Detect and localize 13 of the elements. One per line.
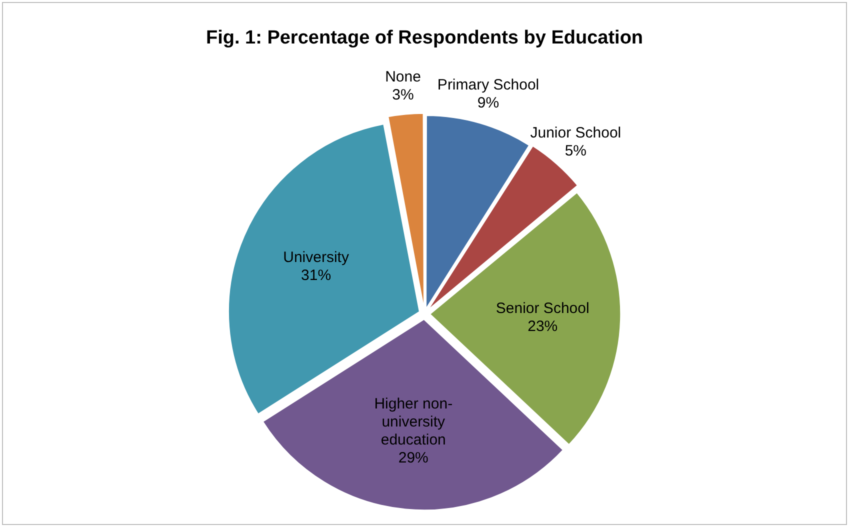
chart-title: Fig. 1: Percentage of Respondents by Education <box>206 28 644 49</box>
slice-label: None <box>385 68 421 86</box>
data-label: 31% <box>301 267 332 284</box>
data-label: 29% <box>398 450 428 467</box>
slice-label: Higher non-university education <box>374 396 453 449</box>
slice-label: Junior School <box>530 124 622 142</box>
data-label: 9% <box>477 94 500 112</box>
data-label: 5% <box>564 142 587 160</box>
slice-label: University <box>283 249 350 266</box>
data-label: 3% <box>392 86 414 104</box>
data-label: 23% <box>528 318 558 335</box>
slice-label: Senior School <box>496 300 590 317</box>
slice-label: Primary School <box>437 76 540 94</box>
